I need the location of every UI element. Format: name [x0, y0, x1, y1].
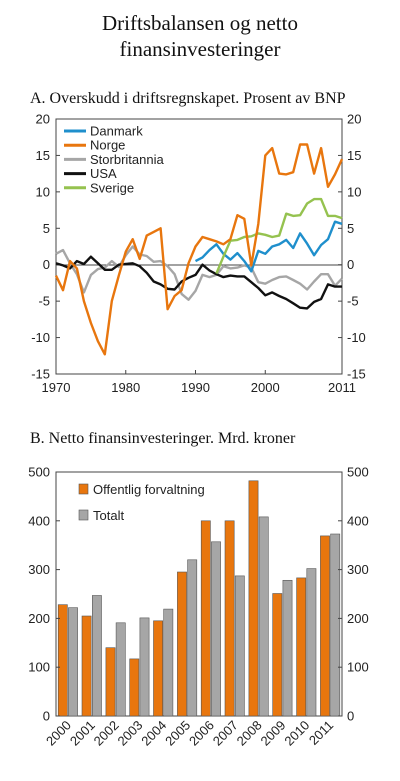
bar-offentlig-forvaltning-2008: [248, 480, 259, 717]
series-line-usa: [55, 255, 342, 310]
panel-a-y-tick-label-left: 0: [43, 257, 50, 272]
panel-b-y-tick-label-right: 100: [347, 660, 369, 675]
bar-totalt-2007: [234, 575, 245, 717]
bar-totalt-2004: [163, 608, 174, 717]
panel-a-y-tick-label-left: -10: [31, 330, 50, 345]
series-line-storbritannia: [55, 245, 343, 301]
bar-offentlig-forvaltning-2003: [129, 658, 140, 717]
panel-a-y-tick-label-right: 5: [347, 221, 354, 236]
legend-label-sverige: Sverige: [90, 180, 134, 195]
panel-a-y-tick-label-right: 10: [347, 184, 361, 199]
panel-b-x-tick-label: 2011: [306, 718, 336, 748]
bar-totalt-2002: [115, 622, 126, 717]
bar-offentlig-forvaltning-2011: [320, 535, 330, 717]
legend-label-storbritannia: Storbritannia: [90, 152, 164, 167]
bar-totalt-2011: [330, 533, 341, 717]
legend-label-usa: USA: [90, 166, 117, 181]
panel-a-y-tick-label-right: 20: [347, 112, 361, 127]
panel-b-title: B. Netto finansinvesteringer. Mrd. krone…: [30, 430, 296, 447]
bar-offentlig-forvaltning-2002: [105, 647, 116, 717]
panel-b-plot-frame: [55, 471, 343, 717]
bar-offentlig-forvaltning-2004: [153, 620, 163, 717]
panel-b-y-tick-label-left: 100: [28, 660, 50, 675]
panel-a-y-tick-label-left: 5: [43, 221, 50, 236]
panel-b-x-tick-label: 2001: [67, 718, 98, 749]
bar-offentlig-forvaltning-2001: [81, 615, 92, 717]
panel-b-x-tick-label: 2005: [162, 718, 193, 749]
panel-b-x-tick-label: 2003: [114, 718, 145, 749]
panel-a-plot-frame: [55, 118, 343, 375]
bar-offentlig-forvaltning-2005: [177, 571, 187, 717]
panel-a-x-tick-label: 2000: [251, 380, 280, 395]
legend-label-danmark: Danmark: [90, 124, 143, 139]
panel-b-y-tick-label-right: 200: [347, 611, 369, 626]
panel-b-y-tick-label-right: 300: [347, 562, 369, 577]
panel-a-y-tick-label-right: 0: [347, 257, 354, 272]
panel-a-y-tick-label-left: -5: [38, 294, 50, 309]
panel-a-y-tick-label-right: -10: [347, 330, 366, 345]
panel-a-y-tick-label-right: -15: [347, 367, 366, 382]
panel-a-x-tick-label: 2011: [328, 380, 356, 395]
panel-b-x-tick-label: 2006: [186, 718, 217, 749]
series-line-danmark: [194, 220, 343, 273]
panel-b-y-tick-label-left: 200: [28, 611, 50, 626]
bar-offentlig-forvaltning-2000: [57, 604, 68, 717]
panel-a-y-tick-label-left: 10: [36, 184, 50, 199]
panel-a-y-tick-label-left: 20: [36, 112, 50, 127]
panel-b-x-tick-label: 2007: [210, 718, 241, 749]
panel-b-x-tick-label: 2010: [281, 718, 312, 749]
legend-swatch-totalt: [78, 509, 89, 521]
legend-label-norge: Norge: [90, 138, 125, 153]
panel-a-x-tick-label: 1980: [111, 380, 140, 395]
bar-offentlig-forvaltning-2007: [224, 520, 235, 717]
bar-offentlig-forvaltning-2010: [296, 577, 307, 717]
bar-totalt-2005: [187, 559, 198, 717]
panel-a-x-tick-label: 1970: [42, 380, 71, 395]
bar-totalt-2001: [92, 595, 102, 717]
panel-a-y-tick-label-left: -15: [31, 367, 50, 382]
panel-b-x-tick-label: 2009: [257, 718, 288, 749]
panel-b-x-tick-label: 2008: [234, 718, 265, 749]
bar-totalt-2009: [282, 579, 293, 717]
panel-b-y-tick-label-right: 500: [347, 465, 369, 480]
panel-a-x-tick-label: 1990: [181, 380, 210, 395]
figure-title-line-2: finansinvesteringer: [120, 37, 281, 61]
bar-totalt-2008: [258, 516, 269, 717]
bar-totalt-2003: [139, 617, 150, 717]
panel-b-y-tick-label-left: 0: [43, 709, 50, 724]
panel-b-y-tick-label-left: 400: [28, 513, 50, 528]
panel-a-y-tick-label-left: 15: [36, 148, 50, 163]
panel-b-y-tick-label-right: 400: [347, 513, 369, 528]
panel-a-y-tick-label-right: 15: [347, 148, 361, 163]
panel-b-y-tick-label-right: 0: [347, 709, 354, 724]
bar-totalt-2000: [68, 607, 78, 717]
bar-offentlig-forvaltning-2006: [200, 520, 211, 717]
series-line-sverige: [215, 197, 343, 274]
figure-title-line-1: Driftsbalansen og netto: [102, 11, 298, 35]
bar-offentlig-forvaltning-2009: [272, 593, 283, 717]
panel-a-line-chart: -15 -15 -10 -10 -5 -5 0 0 5 5 10 10 15 15 20 20 1970 1980…: [31, 112, 366, 396]
panel-b-y-tick-label-left: 500: [28, 465, 50, 480]
legend-label-totalt: Totalt: [93, 508, 124, 523]
bar-totalt-2010: [306, 568, 317, 717]
panel-a-y-tick-label-right: -5: [347, 294, 359, 309]
series-line-norge: [54, 143, 344, 356]
legend-swatch-offentlig-forvaltning: [78, 483, 89, 495]
legend-label-offentlig-forvaltning: Offentlig forvaltning: [93, 482, 205, 497]
panel-b-x-tick-label: 2004: [138, 718, 169, 749]
bar-totalt-2006: [211, 541, 221, 717]
panel-a-title: A. Overskudd i driftsregnskapet. Prosent…: [30, 90, 346, 107]
panel-b-x-tick-label: 2002: [91, 718, 122, 749]
panel-b-y-tick-label-left: 300: [28, 562, 50, 577]
